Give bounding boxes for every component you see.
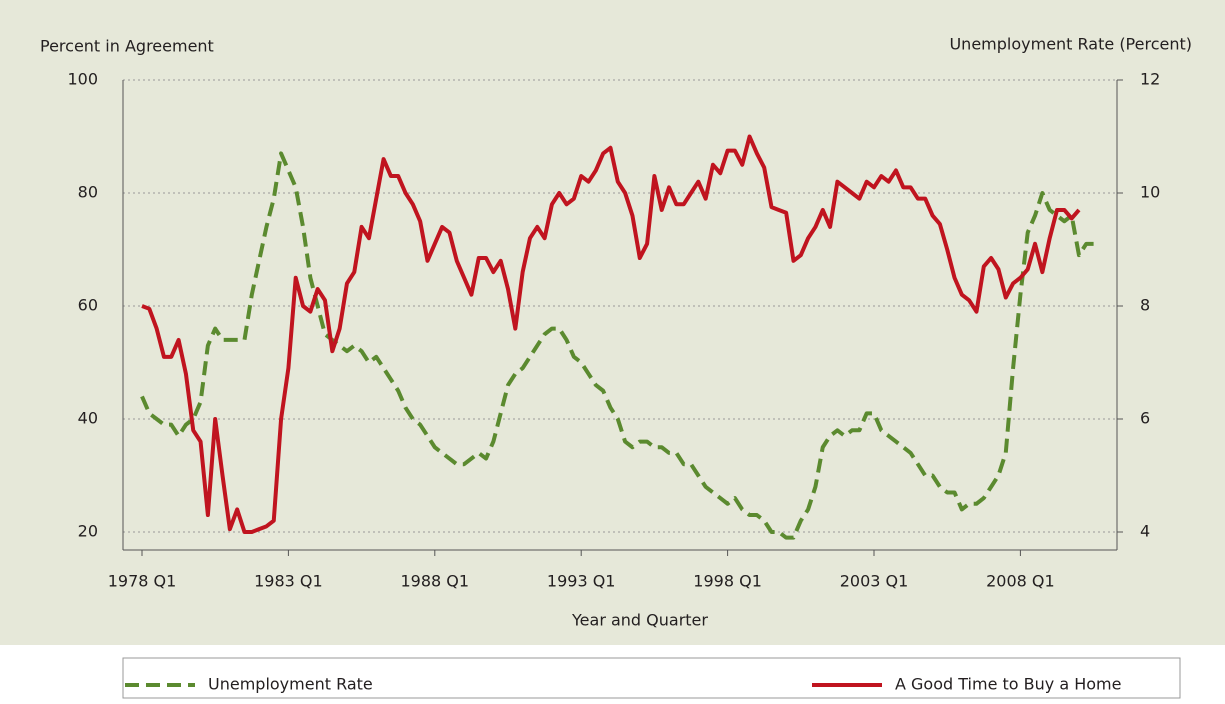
y-tick-label: 40 — [78, 409, 98, 428]
y-tick-label: 80 — [78, 183, 98, 202]
x-tick-label: 1988 Q1 — [401, 572, 470, 591]
x-tick-label: 1978 Q1 — [108, 572, 177, 591]
y2-tick-label: 10 — [1140, 183, 1160, 202]
legend — [122, 657, 1181, 699]
y-axis-title: Percent in Agreement — [40, 37, 214, 56]
x-tick-label: 1993 Q1 — [547, 572, 616, 591]
chart-background — [0, 0, 1225, 645]
x-tick-label: 2008 Q1 — [986, 572, 1055, 591]
y-tick-label: 100 — [67, 70, 98, 89]
y2-tick-label: 4 — [1140, 522, 1150, 541]
legend-label: A Good Time to Buy a Home — [895, 675, 1121, 694]
legend-label: Unemployment Rate — [208, 675, 373, 694]
y-tick-label: 60 — [78, 296, 98, 315]
x-tick-label: 1983 Q1 — [254, 572, 323, 591]
series-line — [141, 134, 1081, 534]
x-axis-title: Year and Quarter — [571, 611, 708, 630]
y2-tick-label: 12 — [1140, 70, 1160, 89]
y2-tick-label: 8 — [1140, 296, 1150, 315]
y2-tick-label: 6 — [1140, 409, 1150, 428]
x-tick-label: 2003 Q1 — [840, 572, 909, 591]
y-tick-label: 20 — [78, 522, 98, 541]
series-line — [140, 151, 1094, 540]
x-tick-label: 1998 Q1 — [693, 572, 762, 591]
y2-axis-title: Unemployment Rate (Percent) — [949, 35, 1192, 54]
